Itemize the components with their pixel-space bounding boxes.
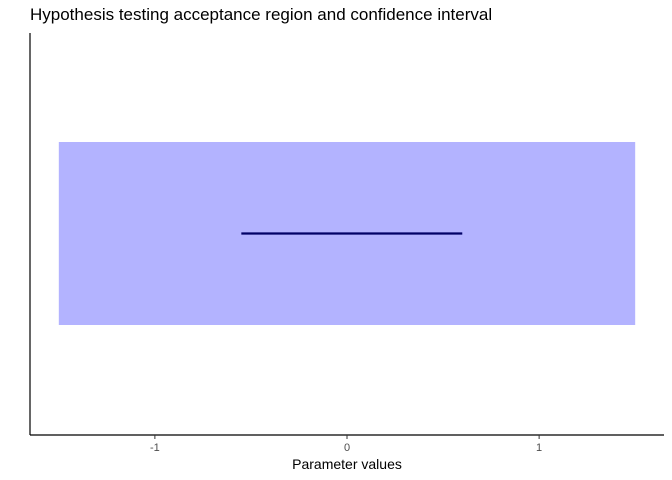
chart-title: Hypothesis testing acceptance region and… bbox=[30, 5, 492, 24]
x-tick-label: -1 bbox=[150, 442, 160, 454]
x-tick-label: 1 bbox=[536, 442, 542, 454]
x-axis-ticks: -1 0 1 bbox=[150, 435, 542, 454]
x-tick-label: 0 bbox=[344, 442, 350, 454]
x-axis-label: Parameter values bbox=[292, 456, 402, 472]
